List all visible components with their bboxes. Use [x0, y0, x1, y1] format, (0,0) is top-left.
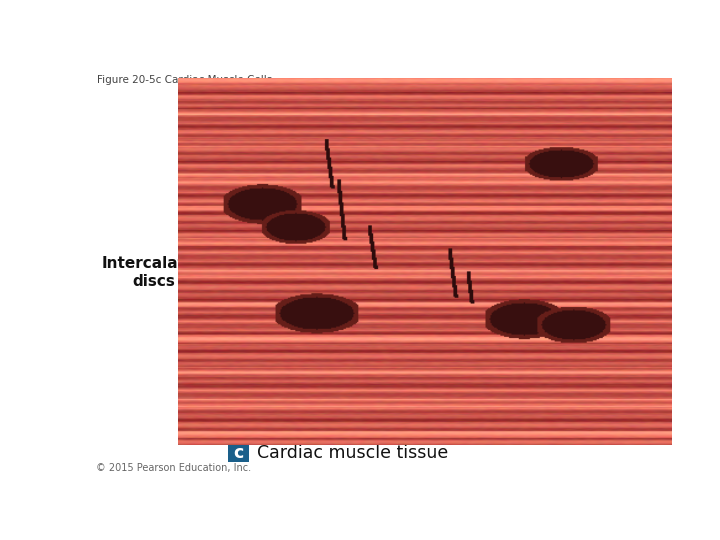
Text: Figure 20-5c Cardiac Muscle Cells.: Figure 20-5c Cardiac Muscle Cells.	[96, 75, 275, 85]
Text: Intercalated
discs: Intercalated discs	[102, 256, 207, 289]
Text: Cardiac muscle tissue: Cardiac muscle tissue	[257, 444, 448, 462]
Text: c: c	[233, 444, 243, 462]
Text: LM x 575: LM x 575	[538, 402, 607, 417]
Text: © 2015 Pearson Education, Inc.: © 2015 Pearson Education, Inc.	[96, 463, 251, 473]
Bar	[228, 443, 249, 462]
Bar	[215, 117, 623, 433]
Text: Cardiac muscle tissue: Cardiac muscle tissue	[230, 402, 418, 417]
Bar	[220, 120, 627, 436]
